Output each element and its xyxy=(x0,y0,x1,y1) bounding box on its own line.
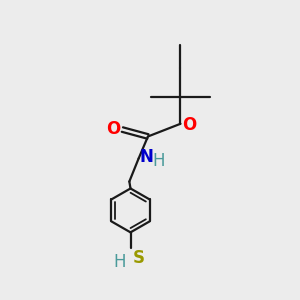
Text: N: N xyxy=(140,148,154,166)
Text: O: O xyxy=(182,116,197,134)
Text: H: H xyxy=(152,152,165,170)
Text: O: O xyxy=(106,120,120,138)
Text: S: S xyxy=(133,249,145,267)
Text: H: H xyxy=(113,253,126,271)
